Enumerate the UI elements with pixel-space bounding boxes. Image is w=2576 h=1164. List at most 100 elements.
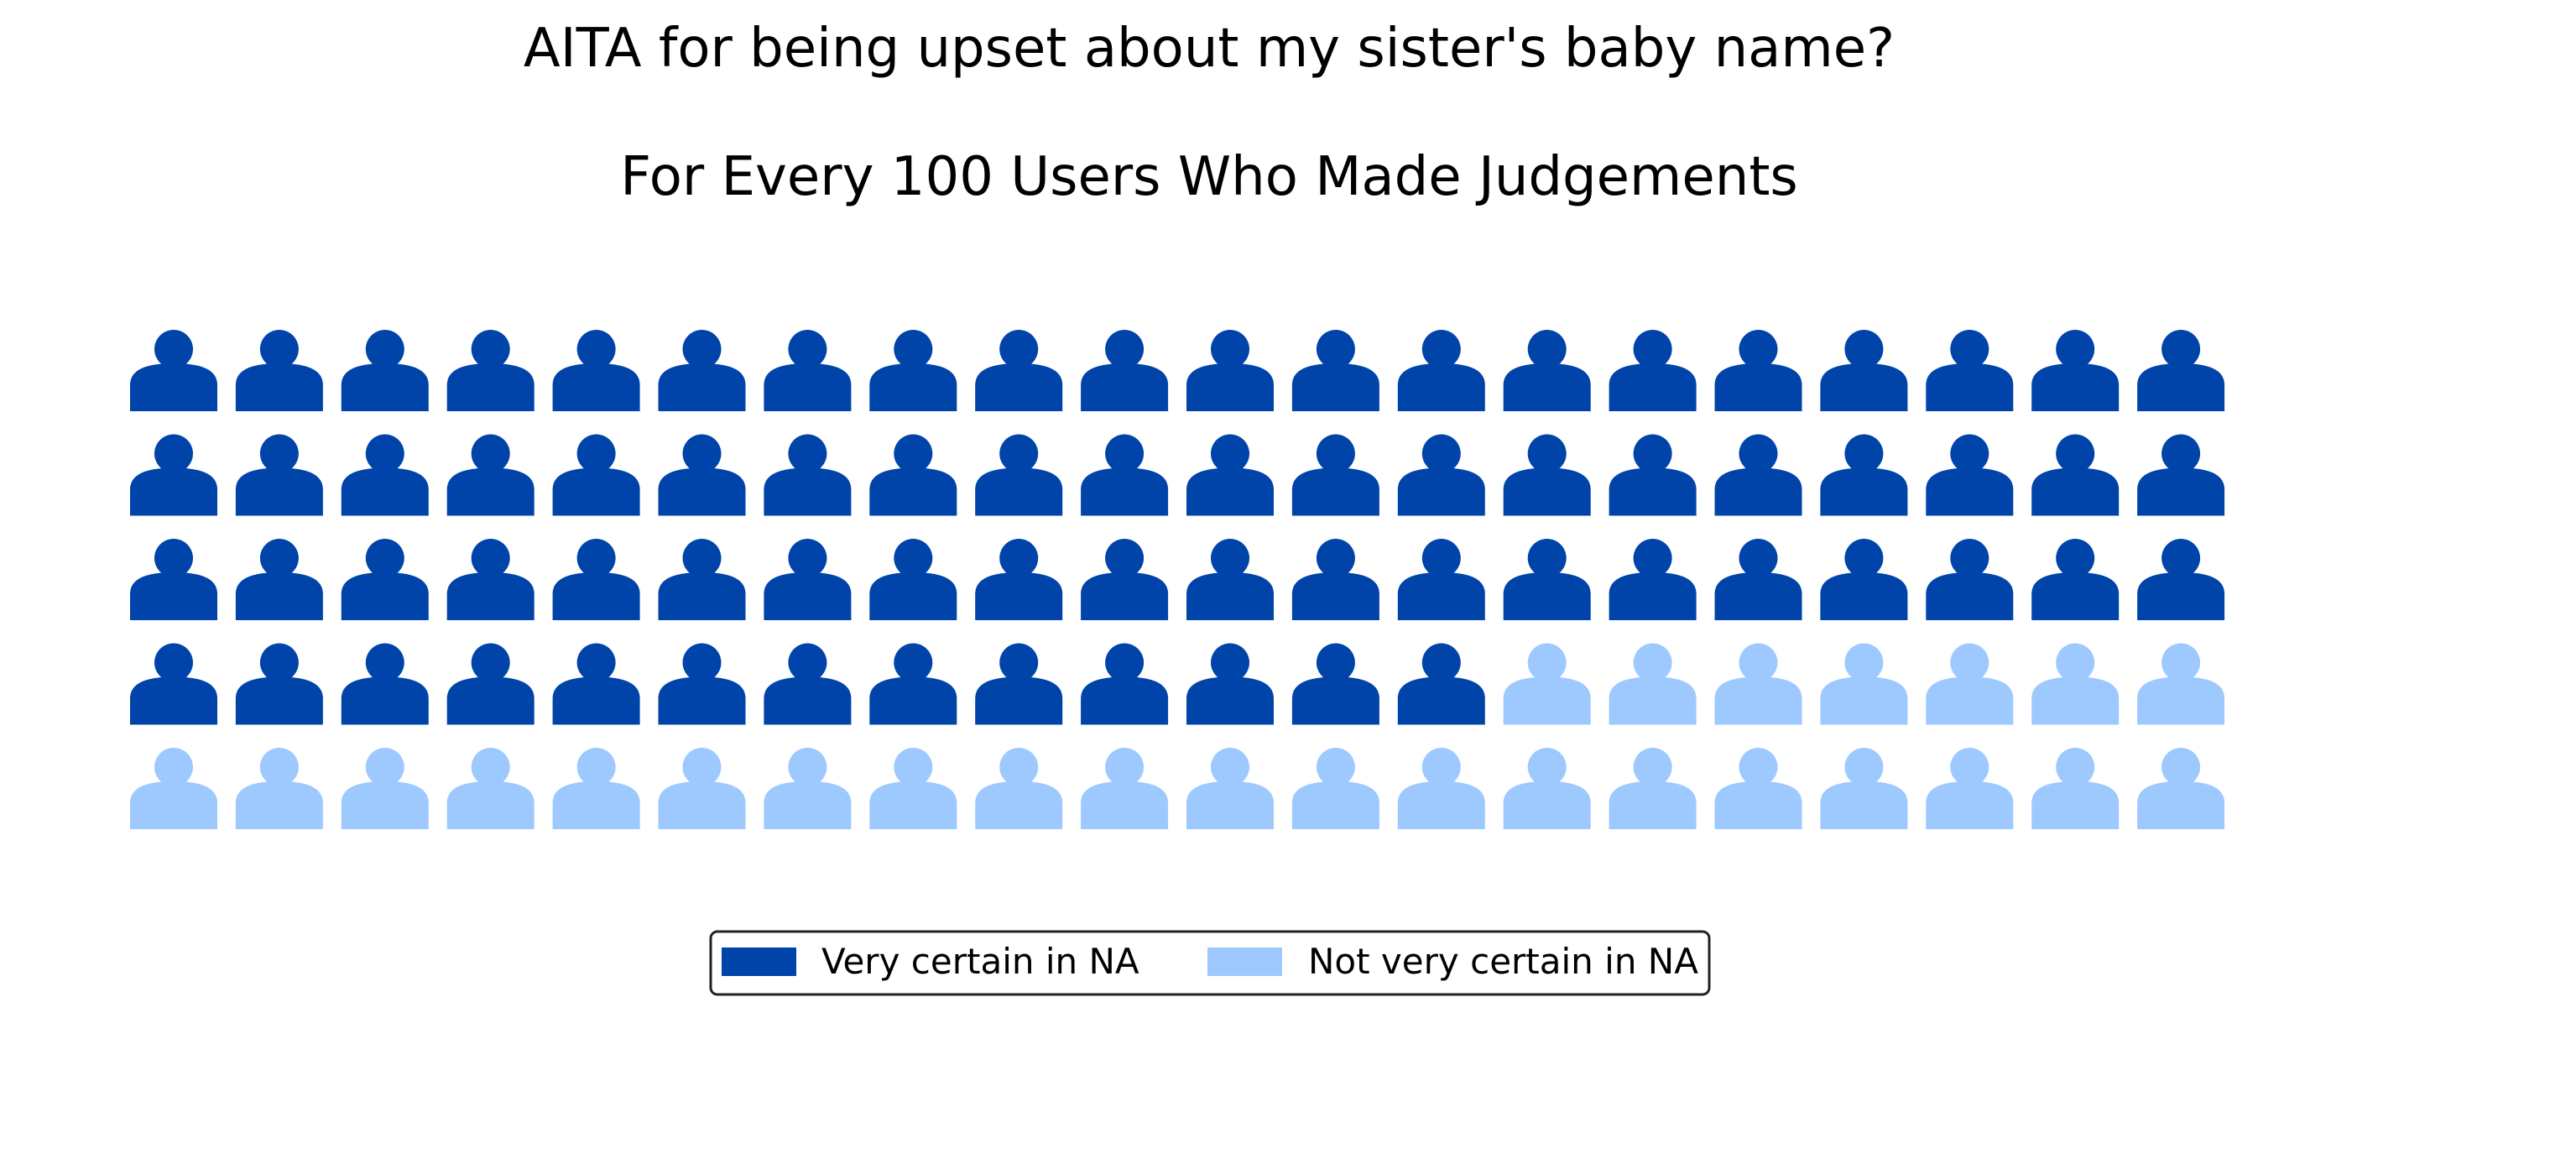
person-icon-very-certain — [1503, 539, 1591, 620]
person-body — [1186, 467, 1274, 516]
person-head — [2161, 643, 2201, 682]
person-head — [999, 539, 1039, 577]
person-head — [1421, 330, 1461, 368]
person-head — [1316, 539, 1355, 577]
person-icon-not-very-certain — [2031, 748, 2120, 829]
person-body — [1714, 781, 1802, 829]
person-icon-not-very-certain — [1926, 643, 2014, 725]
person-head — [1421, 434, 1461, 473]
person-head — [154, 539, 193, 577]
person-body — [130, 467, 217, 516]
person-body — [235, 572, 323, 620]
person-body — [764, 363, 852, 411]
person-icon-very-certain — [869, 434, 957, 516]
person-icon-very-certain — [1820, 434, 1908, 516]
person-icon-not-very-certain — [1926, 748, 2014, 829]
person-head — [1316, 330, 1355, 368]
person-body — [1397, 467, 1485, 516]
person-body — [1186, 572, 1274, 620]
person-head — [365, 330, 404, 368]
person-body — [869, 467, 957, 516]
person-icon-very-certain — [1291, 434, 1379, 516]
person-body — [552, 363, 640, 411]
person-body — [446, 781, 534, 829]
person-body — [1714, 467, 1802, 516]
person-head — [894, 643, 933, 682]
person-body — [1081, 363, 1169, 411]
person-head — [1105, 434, 1145, 473]
person-icon-not-very-certain — [2137, 748, 2225, 829]
person-body — [552, 676, 640, 725]
person-icon-not-very-certain — [2031, 643, 2120, 725]
person-icon-very-certain — [446, 539, 534, 620]
person-body — [1820, 572, 1908, 620]
person-body — [1926, 363, 2014, 411]
person-icon-very-certain — [764, 330, 852, 411]
person-icon-very-certain — [446, 643, 534, 725]
person-head — [999, 434, 1039, 473]
person-body — [1820, 467, 1908, 516]
person-body — [869, 363, 957, 411]
person-head — [894, 434, 933, 473]
person-icon-very-certain — [235, 330, 323, 411]
person-icon-very-certain — [658, 434, 746, 516]
person-icon-very-certain — [1081, 539, 1169, 620]
person-head — [2056, 539, 2095, 577]
person-head — [1633, 643, 1672, 682]
person-head — [1211, 539, 1249, 577]
chart-title: AITA for being upset about my sister's b… — [524, 18, 1895, 80]
person-body — [341, 363, 429, 411]
person-body — [1503, 363, 1591, 411]
person-head — [365, 643, 404, 682]
person-body — [764, 572, 852, 620]
person-head — [1844, 643, 1884, 682]
person-icon-very-certain — [1609, 330, 1697, 411]
person-head — [576, 434, 616, 473]
person-head — [2161, 539, 2201, 577]
person-head — [999, 748, 1039, 786]
person-head — [1527, 330, 1567, 368]
person-body — [975, 572, 1063, 620]
person-head — [788, 434, 827, 473]
person-head — [1950, 434, 1989, 473]
person-body — [341, 676, 429, 725]
person-body — [1714, 572, 1802, 620]
person-body — [552, 572, 640, 620]
person-head — [471, 539, 510, 577]
person-body — [130, 572, 217, 620]
person-body — [130, 676, 217, 725]
person-head — [788, 748, 827, 786]
person-body — [341, 781, 429, 829]
person-icon-very-certain — [1503, 434, 1591, 516]
person-body — [1820, 363, 1908, 411]
person-body — [235, 676, 323, 725]
person-icon-not-very-certain — [446, 748, 534, 829]
person-body — [235, 363, 323, 411]
person-body — [1503, 572, 1591, 620]
person-body — [1820, 676, 1908, 725]
person-head — [1527, 434, 1567, 473]
person-head — [2161, 748, 2201, 786]
person-head — [2056, 748, 2095, 786]
person-head — [576, 643, 616, 682]
person-icon-very-certain — [1291, 539, 1379, 620]
person-head — [1211, 330, 1249, 368]
person-body — [2137, 572, 2225, 620]
person-head — [259, 330, 299, 368]
person-icon-very-certain — [1503, 330, 1591, 411]
person-body — [1291, 363, 1379, 411]
person-icon-very-certain — [1186, 330, 1274, 411]
person-head — [1633, 539, 1672, 577]
person-icon-not-very-certain — [1609, 643, 1697, 725]
person-head — [1316, 748, 1355, 786]
person-icon-not-very-certain — [2137, 643, 2225, 725]
person-icon-very-certain — [975, 330, 1063, 411]
person-icon-very-certain — [658, 643, 746, 725]
person-body — [1926, 781, 2014, 829]
person-icon-not-very-certain — [235, 748, 323, 829]
person-body — [658, 781, 746, 829]
person-head — [682, 539, 722, 577]
person-icon-not-very-certain — [1397, 748, 1485, 829]
person-icon-very-certain — [1397, 330, 1485, 411]
person-body — [1609, 781, 1697, 829]
